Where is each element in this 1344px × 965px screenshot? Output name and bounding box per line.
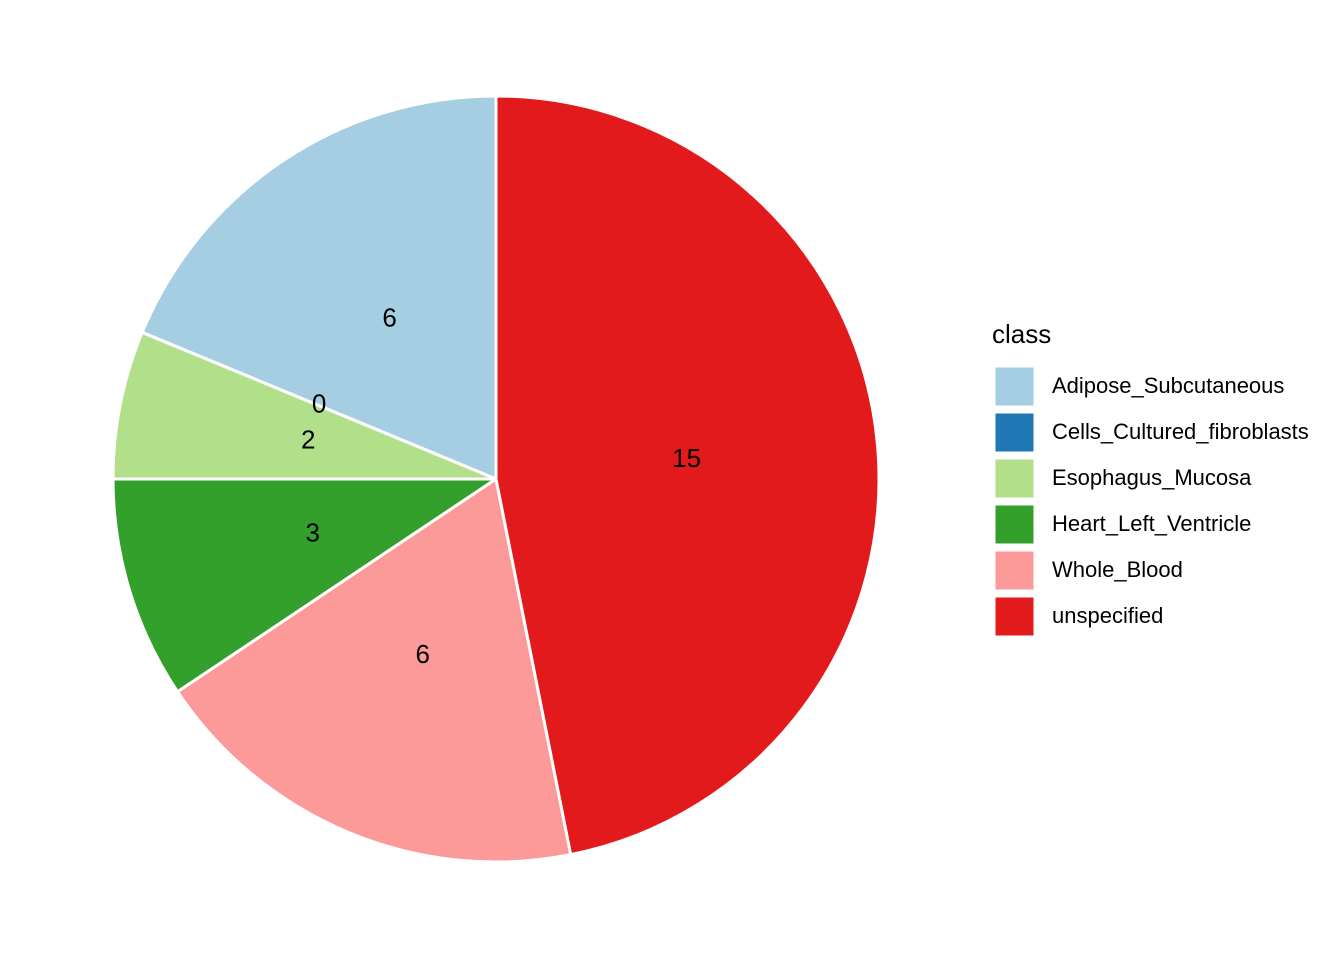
slice-label: 6 [415,639,429,669]
pie-slice [175,476,573,864]
legend-label: Whole_Blood [1052,557,1183,582]
legend-key [994,550,1035,591]
legend-key [994,504,1035,545]
pie-slice [140,94,498,482]
slice-label: 2 [301,425,315,455]
legend-label: Cells_Cultured_fibroblasts [1052,419,1309,444]
legend-label: Heart_Left_Ventricle [1052,511,1251,536]
legend-label: Esophagus_Mucosa [1052,465,1252,490]
legend-title: class [992,319,1051,349]
legend-label: unspecified [1052,603,1163,628]
pie-slice [494,94,881,857]
legend-key [994,458,1035,499]
legend-key [994,596,1035,637]
legend-label: Adipose_Subcutaneous [1052,373,1284,398]
pie-slice [111,477,501,694]
pie-slice [111,330,497,481]
slice-label: 3 [306,517,320,547]
legend-key [994,366,1035,407]
slice-label: 15 [672,443,701,473]
slice-label: 6 [382,303,396,333]
slice-label: 0 [312,389,326,419]
legend-key [994,412,1035,453]
